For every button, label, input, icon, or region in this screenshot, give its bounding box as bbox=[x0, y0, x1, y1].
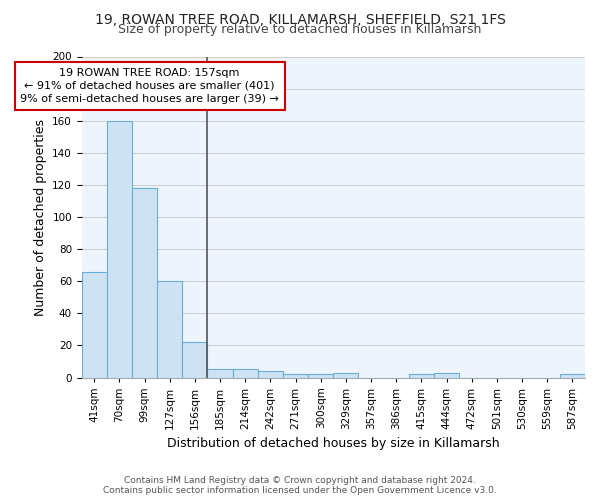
Bar bbox=[233, 370, 258, 378]
Bar bbox=[132, 188, 157, 378]
Bar bbox=[334, 372, 358, 378]
Bar bbox=[182, 342, 208, 378]
Bar bbox=[107, 120, 132, 378]
Text: Contains HM Land Registry data © Crown copyright and database right 2024.
Contai: Contains HM Land Registry data © Crown c… bbox=[103, 476, 497, 495]
Bar bbox=[208, 370, 233, 378]
X-axis label: Distribution of detached houses by size in Killamarsh: Distribution of detached houses by size … bbox=[167, 437, 500, 450]
Bar bbox=[560, 374, 585, 378]
Text: Size of property relative to detached houses in Killamarsh: Size of property relative to detached ho… bbox=[118, 22, 482, 36]
Bar bbox=[434, 372, 459, 378]
Bar bbox=[409, 374, 434, 378]
Text: 19, ROWAN TREE ROAD, KILLAMARSH, SHEFFIELD, S21 1FS: 19, ROWAN TREE ROAD, KILLAMARSH, SHEFFIE… bbox=[95, 12, 505, 26]
Bar bbox=[258, 371, 283, 378]
Bar bbox=[157, 281, 182, 378]
Bar bbox=[308, 374, 334, 378]
Text: 19 ROWAN TREE ROAD: 157sqm
← 91% of detached houses are smaller (401)
9% of semi: 19 ROWAN TREE ROAD: 157sqm ← 91% of deta… bbox=[20, 68, 279, 104]
Y-axis label: Number of detached properties: Number of detached properties bbox=[34, 118, 47, 316]
Bar bbox=[82, 272, 107, 378]
Bar bbox=[283, 374, 308, 378]
